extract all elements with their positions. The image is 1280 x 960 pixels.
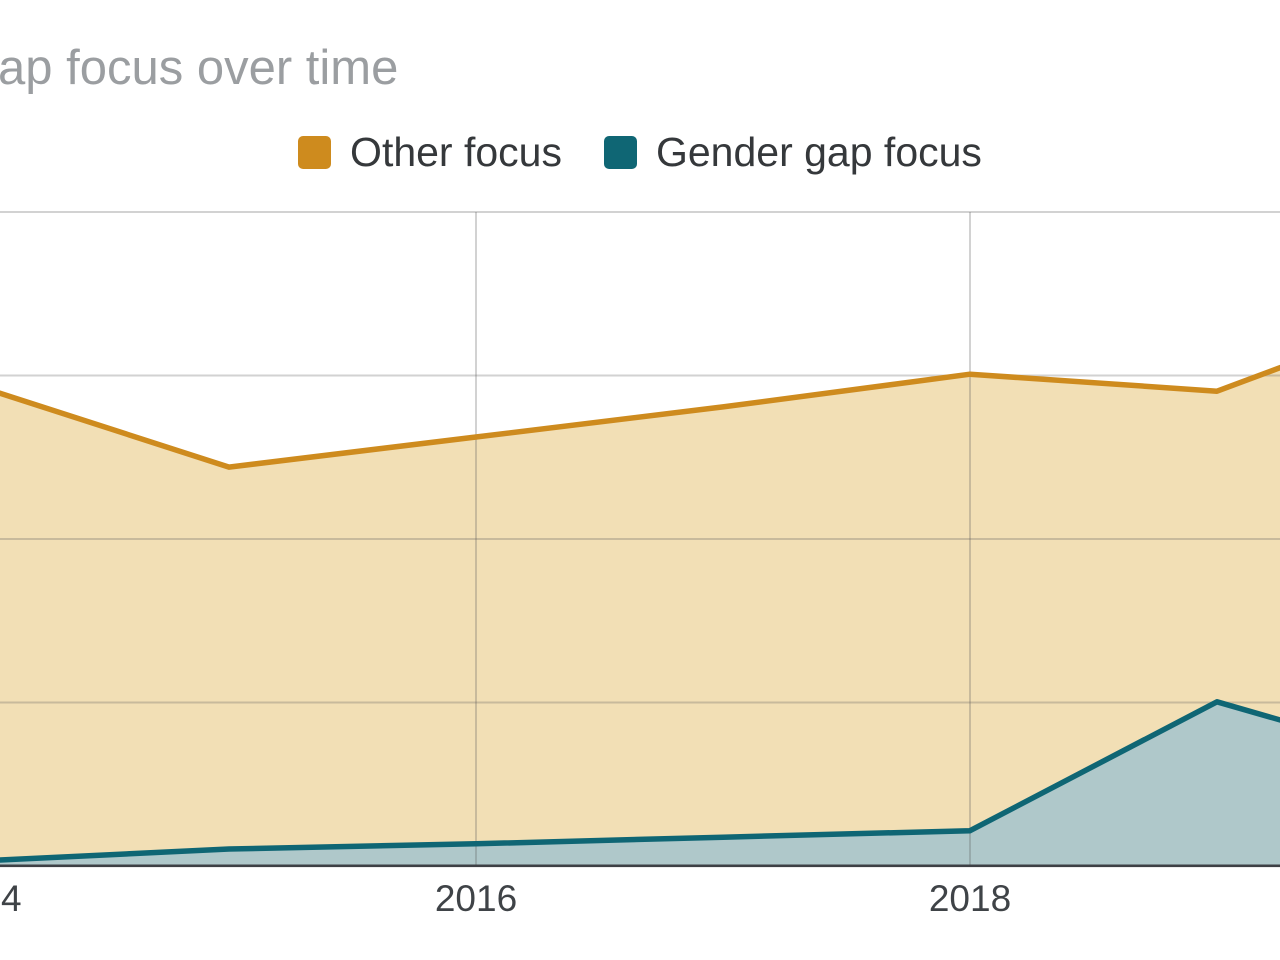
legend: Other focus Gender gap focus xyxy=(0,132,1280,173)
chart-title: ap focus over time xyxy=(0,41,399,95)
area-other-focus[interactable] xyxy=(0,360,1280,866)
legend-item-other-focus[interactable]: Other focus xyxy=(298,132,562,173)
line-gender-gap-focus[interactable] xyxy=(0,699,1280,863)
x-tick-2014-partial: 4 xyxy=(1,878,22,919)
legend-swatch-gender-gap-focus-icon xyxy=(603,136,637,169)
gridlines xyxy=(0,211,1280,866)
x-tick-2018: 2018 xyxy=(928,878,1012,919)
legend-label-gender-gap-focus: Gender gap focus xyxy=(655,129,982,175)
legend-label-other-focus: Other focus xyxy=(350,129,562,175)
legend-swatch-other-focus-icon xyxy=(298,136,332,169)
legend-item-gender-gap-focus[interactable]: Gender gap focus xyxy=(603,129,982,175)
x-axis-baseline xyxy=(0,864,1280,868)
series-lines xyxy=(0,360,1280,863)
line-other-focus[interactable] xyxy=(0,360,1280,470)
area-gender-gap-focus[interactable] xyxy=(0,701,1280,866)
series-areas xyxy=(0,360,1280,866)
x-tick-2016: 2016 xyxy=(434,878,518,919)
